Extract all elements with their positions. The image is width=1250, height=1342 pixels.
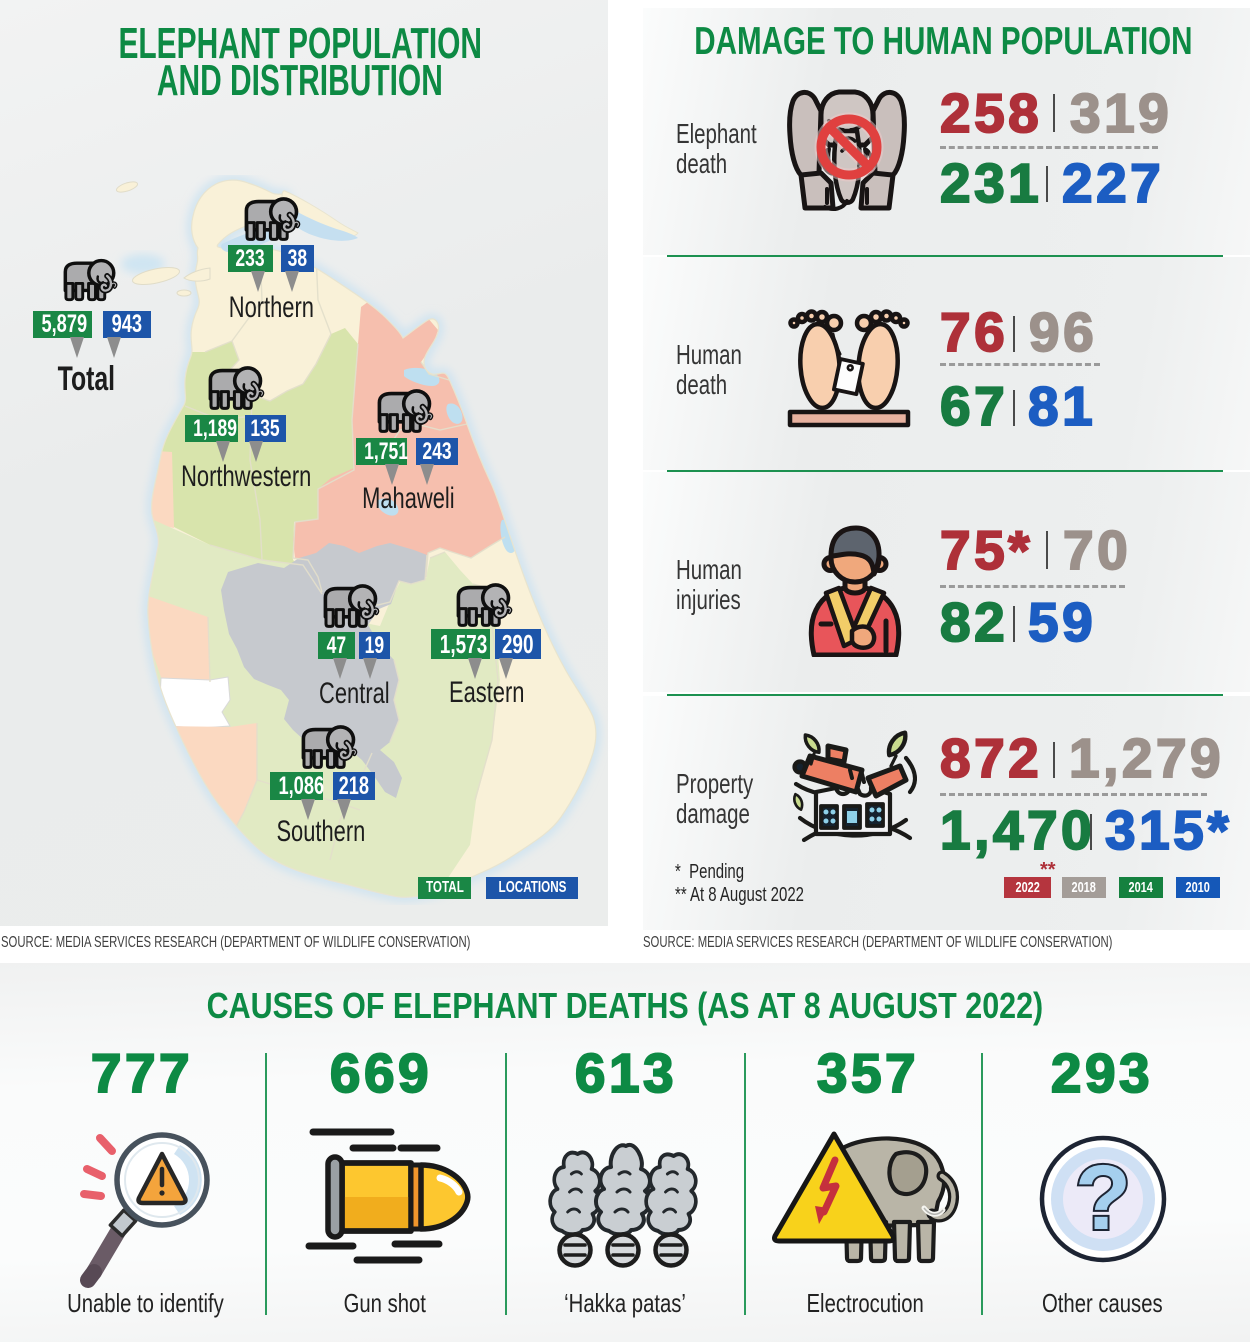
svg-text:?: ?: [1075, 1147, 1131, 1249]
